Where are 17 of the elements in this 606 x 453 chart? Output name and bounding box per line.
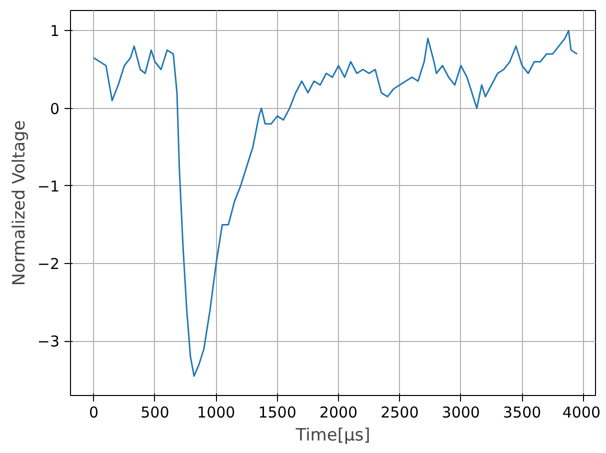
x-tick-label: 3000: [442, 404, 480, 422]
x-tick-label: 2500: [380, 404, 419, 422]
x-tick-label: 3500: [502, 404, 542, 422]
x-tick-label: 4000: [562, 404, 601, 422]
y-tick-label: −1: [37, 177, 60, 196]
y-tick-label: 0: [50, 100, 60, 118]
y-tick-label: −3: [37, 332, 60, 351]
y-axis-title: Normalized Voltage: [9, 120, 30, 286]
x-axis-title: Time[μs]: [294, 426, 370, 446]
y-tick-label: 1: [50, 22, 60, 40]
x-tick-label: 1000: [197, 404, 236, 422]
x-tick-label: 0: [88, 404, 99, 422]
line-series: [93, 30, 578, 377]
x-tick-label: 2000: [319, 404, 358, 422]
x-tick-label: 1500: [258, 404, 296, 422]
y-tick-label: −2: [37, 255, 60, 274]
x-tick-label: 500: [140, 404, 170, 422]
